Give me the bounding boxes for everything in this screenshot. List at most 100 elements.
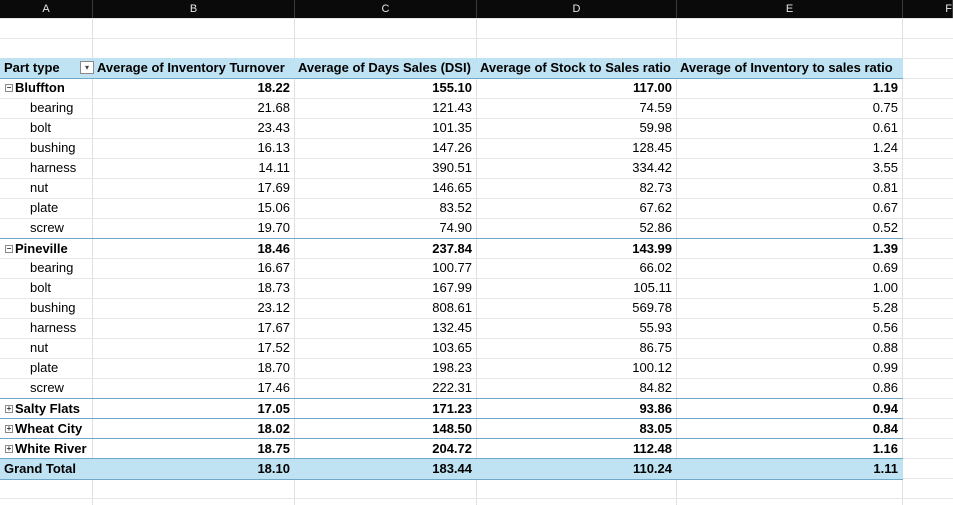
item-label-cell[interactable]: bearing (30, 100, 74, 115)
item-label-cell[interactable]: plate (30, 360, 59, 375)
item-value-cell[interactable]: 15.06 (257, 200, 290, 215)
spreadsheet-grid[interactable]: Part type ▾ Average of Inventory Turnover A… (0, 18, 953, 505)
group-value-cell[interactable]: 148.50 (432, 421, 472, 436)
item-value-cell[interactable]: 0.99 (872, 360, 898, 375)
group-row[interactable]: + White River 18.75 204.72 112.48 1.16 (0, 438, 903, 459)
item-label-cell[interactable]: bushing (30, 300, 76, 315)
group-value-cell[interactable]: 112.48 (632, 441, 672, 456)
column-header-c[interactable]: C (295, 0, 477, 18)
group-value-cell[interactable]: 93.86 (639, 401, 672, 416)
item-label-cell[interactable]: nut (30, 340, 49, 355)
group-value-cell[interactable]: 117.00 (632, 80, 672, 95)
group-row[interactable]: − Bluffton 18.22 155.10 117.00 1.19 (0, 78, 903, 98)
header-column-2[interactable]: Average of Days Sales (DSI) (298, 60, 471, 75)
group-value-cell[interactable]: 1.19 (872, 80, 898, 95)
item-value-cell[interactable]: 17.46 (257, 380, 290, 395)
group-value-cell[interactable]: 17.05 (257, 401, 290, 416)
group-value-cell[interactable]: 237.84 (432, 241, 472, 256)
group-label-cell[interactable]: − Bluffton (0, 78, 93, 98)
item-value-cell[interactable]: 74.59 (639, 100, 672, 115)
collapse-icon[interactable]: − (5, 243, 13, 253)
item-label-cell[interactable]: screw (30, 380, 64, 395)
item-value-cell[interactable]: 52.86 (639, 220, 672, 235)
item-value-cell[interactable]: 5.28 (872, 300, 898, 315)
grand-total-value-cell[interactable]: 110.24 (632, 461, 672, 476)
item-value-cell[interactable]: 0.81 (872, 180, 898, 195)
group-label-cell[interactable]: + White River (0, 439, 93, 459)
item-row[interactable]: bushing 23.12 808.61 569.78 5.28 (0, 298, 903, 318)
item-value-cell[interactable]: 0.67 (872, 200, 898, 215)
header-column-1[interactable]: Average of Inventory Turnover (97, 60, 285, 75)
filter-dropdown-icon[interactable]: ▾ (80, 61, 94, 74)
group-value-cell[interactable]: 143.99 (632, 241, 672, 256)
collapse-icon[interactable]: − (5, 82, 13, 92)
item-value-cell[interactable]: 198.23 (432, 360, 472, 375)
group-value-cell[interactable]: 18.22 (257, 80, 290, 95)
item-row[interactable]: bearing 16.67 100.77 66.02 0.69 (0, 258, 903, 278)
grand-total-row[interactable]: Grand Total 18.10 183.44 110.24 1.11 (0, 458, 903, 480)
item-value-cell[interactable]: 128.45 (632, 140, 672, 155)
expand-icon[interactable]: + (5, 423, 13, 433)
item-row[interactable]: plate 15.06 83.52 67.62 0.67 (0, 198, 903, 218)
item-label-cell[interactable]: plate (30, 200, 59, 215)
grand-total-value-cell[interactable]: 18.10 (257, 461, 290, 476)
item-value-cell[interactable]: 390.51 (432, 160, 472, 175)
item-row[interactable]: screw 17.46 222.31 84.82 0.86 (0, 378, 903, 398)
expand-icon[interactable]: + (5, 403, 13, 413)
item-value-cell[interactable]: 147.26 (432, 140, 472, 155)
item-label-cell[interactable]: screw (30, 220, 64, 235)
item-value-cell[interactable]: 18.73 (257, 280, 290, 295)
item-value-cell[interactable]: 101.35 (432, 120, 472, 135)
group-value-cell[interactable]: 18.75 (257, 441, 290, 456)
column-header-d[interactable]: D (477, 0, 677, 18)
item-value-cell[interactable]: 0.75 (872, 100, 898, 115)
item-value-cell[interactable]: 100.77 (432, 260, 472, 275)
item-row[interactable]: bolt 23.43 101.35 59.98 0.61 (0, 118, 903, 138)
header-column-4[interactable]: Average of Inventory to sales ratio (680, 60, 893, 75)
grand-total-value-cell[interactable]: 1.11 (873, 461, 898, 476)
group-value-cell[interactable]: 83.05 (639, 421, 672, 436)
group-row[interactable]: + Wheat City 18.02 148.50 83.05 0.84 (0, 418, 903, 439)
group-row[interactable]: + Salty Flats 17.05 171.23 93.86 0.94 (0, 398, 903, 419)
grand-total-value-cell[interactable]: 183.44 (432, 461, 472, 476)
group-label-cell[interactable]: − Pineville (0, 239, 93, 259)
item-value-cell[interactable]: 103.65 (432, 340, 472, 355)
column-header-f[interactable]: F (903, 0, 953, 18)
item-row[interactable]: plate 18.70 198.23 100.12 0.99 (0, 358, 903, 378)
item-value-cell[interactable]: 1.00 (872, 280, 898, 295)
item-value-cell[interactable]: 67.62 (639, 200, 672, 215)
group-value-cell[interactable]: 18.02 (257, 421, 290, 436)
item-value-cell[interactable]: 0.88 (872, 340, 898, 355)
grand-total-label[interactable]: Grand Total (4, 461, 76, 476)
item-value-cell[interactable]: 59.98 (639, 120, 672, 135)
item-value-cell[interactable]: 1.24 (872, 140, 898, 155)
item-value-cell[interactable]: 19.70 (257, 220, 290, 235)
item-row[interactable]: screw 19.70 74.90 52.86 0.52 (0, 218, 903, 238)
item-label-cell[interactable]: bushing (30, 140, 76, 155)
column-header-e[interactable]: E (677, 0, 903, 18)
column-header-b[interactable]: B (93, 0, 295, 18)
item-label-cell[interactable]: harness (30, 320, 77, 335)
item-row[interactable]: nut 17.52 103.65 86.75 0.88 (0, 338, 903, 358)
item-value-cell[interactable]: 0.52 (872, 220, 898, 235)
item-label-cell[interactable]: bearing (30, 260, 74, 275)
item-value-cell[interactable]: 23.43 (257, 120, 290, 135)
item-value-cell[interactable]: 167.99 (432, 280, 472, 295)
item-value-cell[interactable]: 334.42 (632, 160, 672, 175)
item-value-cell[interactable]: 74.90 (439, 220, 472, 235)
header-part-type[interactable]: Part type (4, 60, 60, 75)
column-header-a[interactable]: A (0, 0, 93, 18)
item-value-cell[interactable]: 16.67 (257, 260, 290, 275)
group-value-cell[interactable]: 204.72 (432, 441, 472, 456)
item-value-cell[interactable]: 3.55 (872, 160, 898, 175)
item-value-cell[interactable]: 66.02 (639, 260, 672, 275)
item-value-cell[interactable]: 0.86 (872, 380, 898, 395)
item-value-cell[interactable]: 23.12 (257, 300, 290, 315)
item-row[interactable]: bushing 16.13 147.26 128.45 1.24 (0, 138, 903, 158)
item-value-cell[interactable]: 222.31 (432, 380, 472, 395)
header-column-3[interactable]: Average of Stock to Sales ratio (480, 60, 671, 75)
group-value-cell[interactable]: 0.94 (872, 401, 898, 416)
group-value-cell[interactable]: 155.10 (432, 80, 472, 95)
group-value-cell[interactable]: 1.16 (872, 441, 898, 456)
item-value-cell[interactable]: 21.68 (257, 100, 290, 115)
